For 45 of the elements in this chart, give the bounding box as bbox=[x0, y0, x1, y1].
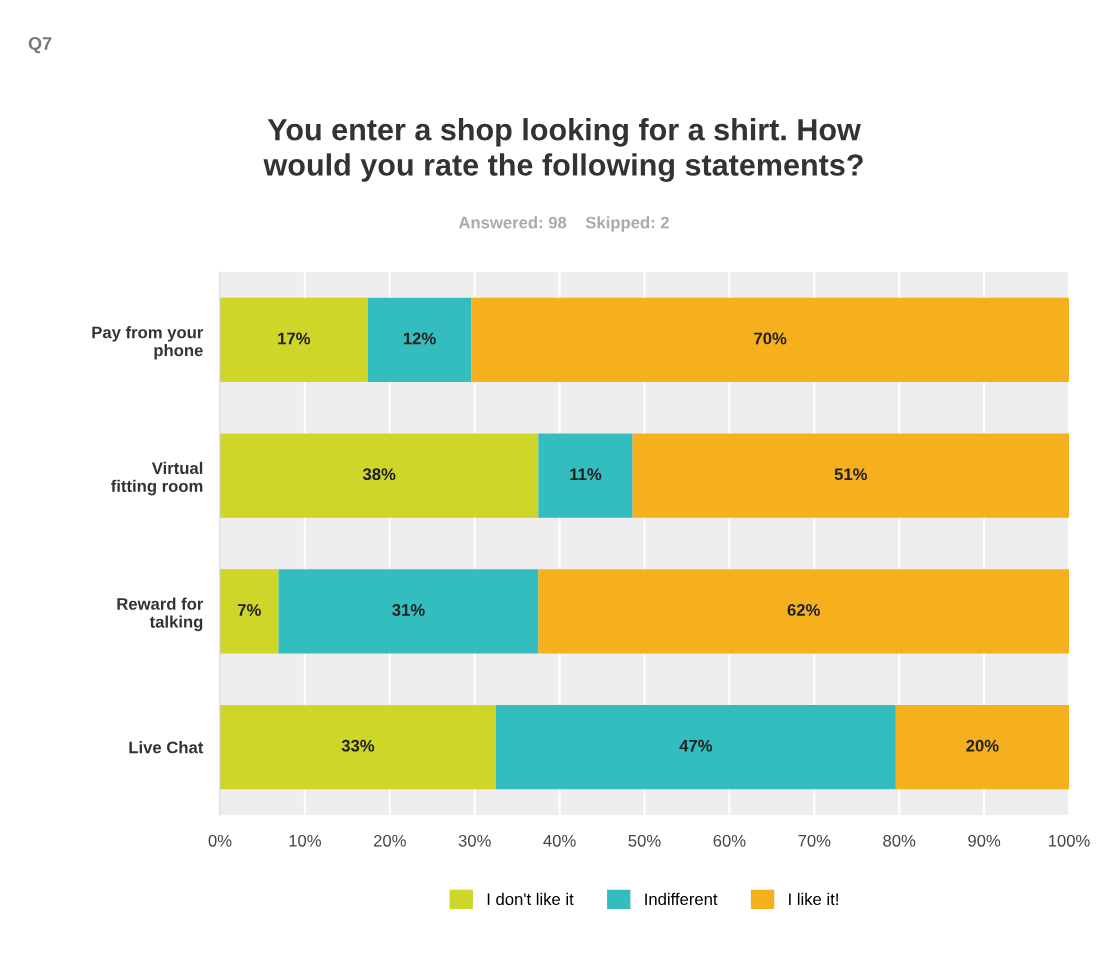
data-label: 33% bbox=[341, 739, 375, 752]
data-label: 51% bbox=[834, 468, 868, 481]
bar bbox=[495, 705, 896, 790]
text: Q7 bbox=[28, 37, 52, 54]
x-tick-label: 60% bbox=[713, 834, 746, 847]
bar bbox=[538, 569, 1069, 654]
data-label: 31% bbox=[392, 604, 425, 616]
x-tick-label: 30% bbox=[458, 834, 491, 847]
bar bbox=[220, 705, 496, 790]
bar bbox=[278, 569, 539, 654]
bar bbox=[367, 297, 472, 382]
y-tick-label: Pay from your phone bbox=[92, 326, 204, 360]
x-tick-label: 80% bbox=[883, 834, 916, 847]
x-tick-label: 0% bbox=[208, 834, 232, 847]
x-tick-label: 50% bbox=[628, 834, 661, 847]
data-label: 70% bbox=[754, 332, 787, 345]
bar bbox=[538, 433, 633, 518]
data-label: 38% bbox=[362, 468, 396, 481]
bar bbox=[220, 433, 539, 518]
data-label: 12% bbox=[403, 332, 436, 345]
x-tick-label: 70% bbox=[798, 834, 831, 847]
x-tick-label: 10% bbox=[289, 834, 321, 847]
legend-label: I like it! bbox=[789, 892, 838, 906]
x-tick-label: 40% bbox=[543, 834, 576, 847]
x-tick-label: 90% bbox=[968, 834, 1001, 847]
bar bbox=[220, 297, 368, 382]
bar bbox=[895, 705, 1069, 790]
chart-subtitle: Answered: 98 Skipped: 2 bbox=[458, 216, 669, 232]
data-label: 47% bbox=[679, 739, 713, 752]
y-tick-label: Virtual fitting room bbox=[111, 461, 203, 496]
y-tick-label: Live Chat bbox=[129, 741, 204, 754]
legend-label: Indifferent bbox=[645, 892, 718, 906]
data-label: 11% bbox=[570, 468, 602, 481]
data-label: 17% bbox=[278, 332, 311, 345]
data-label: 62% bbox=[787, 604, 820, 616]
x-tick-label: 20% bbox=[373, 834, 406, 847]
data-label: 7% bbox=[237, 604, 261, 616]
data-label: 20% bbox=[966, 739, 999, 752]
y-tick-label: Reward for talking bbox=[117, 597, 204, 632]
bar bbox=[632, 433, 1069, 518]
bar bbox=[471, 297, 1069, 382]
bar bbox=[220, 569, 279, 654]
legend-label: I don't like it bbox=[487, 892, 574, 906]
x-tick-label: 100% bbox=[1048, 834, 1090, 847]
chart-title: You enter a shop looking for a shirt. How would you rate the following statements? bbox=[263, 118, 863, 182]
